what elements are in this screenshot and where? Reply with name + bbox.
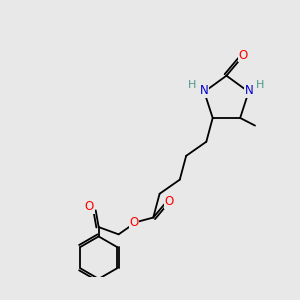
Text: O: O	[85, 200, 94, 214]
Text: O: O	[239, 49, 248, 62]
Text: O: O	[164, 195, 174, 208]
Text: O: O	[129, 216, 139, 229]
Text: N: N	[200, 84, 208, 97]
Text: H: H	[188, 80, 196, 91]
Text: N: N	[245, 84, 254, 97]
Text: H: H	[256, 80, 265, 91]
